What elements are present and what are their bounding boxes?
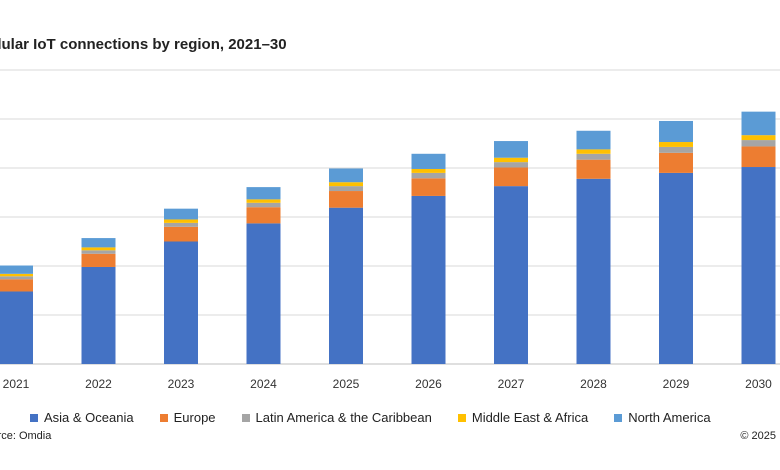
bar-segment: [741, 140, 776, 147]
legend-swatch: [241, 413, 250, 422]
bar-segment: [81, 266, 116, 364]
x-tick-label: 2030: [745, 377, 772, 391]
bar-segment: [164, 208, 198, 220]
bar-stack-2028: [576, 130, 611, 364]
bar-stack-2025: [329, 168, 363, 364]
bar-segment: [411, 172, 446, 179]
source-note: Source: Omdia: [0, 430, 52, 442]
legend-item-middle-east-africa: Middle East & Africa: [457, 410, 589, 425]
bar-segment: [576, 149, 611, 154]
bar-segment: [0, 279, 33, 292]
bar-segment: [411, 195, 446, 364]
legend-item-north-america: North America: [614, 410, 711, 425]
bar-segment: [576, 159, 611, 179]
bar-segment: [741, 135, 776, 141]
legend: Asia & Oceania Europe Latin America & th…: [0, 410, 780, 425]
x-tick-label: 2022: [85, 377, 112, 391]
bar-segment: [164, 219, 198, 223]
bar-segment: [329, 182, 363, 187]
bar-segment: [411, 178, 446, 196]
bar-segment: [411, 153, 446, 169]
bar-stack-2029: [659, 120, 693, 364]
bar-stack-2024: [246, 187, 281, 364]
bar-segment: [494, 141, 528, 158]
bar-stack-2026: [411, 153, 446, 364]
x-tick-label: 2029: [663, 377, 690, 391]
bar-segment: [0, 291, 33, 364]
bar-segment: [164, 226, 198, 242]
bar-segment: [659, 152, 693, 173]
bar-segment: [246, 202, 281, 208]
bar-segment: [329, 191, 363, 208]
bar-segment: [659, 120, 693, 143]
bar-segment: [81, 238, 116, 248]
bar-segment: [81, 247, 116, 251]
bar-segment: [164, 241, 198, 364]
x-tick-label: 2025: [333, 377, 360, 391]
bar-segment: [164, 222, 198, 227]
legend-item-latin-america: Latin America & the Caribbean: [241, 410, 432, 425]
copyright-note: © 2025: [740, 430, 776, 442]
bar-segment: [246, 187, 281, 200]
bar-segment: [494, 157, 528, 163]
bar-segment: [0, 276, 33, 280]
bar-stack-2021: [0, 265, 33, 364]
bar-segment: [494, 167, 528, 187]
bar-segment: [741, 146, 776, 168]
legend-label: Europe: [173, 410, 216, 425]
chart-title: Cellular IoT connections by region, 2021…: [0, 36, 287, 53]
bar-segment: [494, 186, 528, 364]
bar-segment: [576, 130, 611, 150]
bar-stack-2027: [494, 141, 528, 364]
bar-segment: [659, 142, 693, 147]
legend-swatch: [30, 413, 38, 422]
bar-stack-2022: [81, 238, 116, 364]
legend-label: Middle East & Africa: [471, 410, 589, 425]
bar-segment: [81, 253, 116, 267]
bar-segment: [741, 167, 776, 364]
legend-swatch: [614, 413, 623, 422]
bar-segment: [246, 207, 281, 224]
x-tick-label: 2021: [3, 377, 30, 391]
bar-segment: [659, 172, 693, 364]
legend-item-europe: Europe: [159, 410, 216, 425]
bar-segment: [0, 265, 33, 274]
bar-stacks: [0, 111, 776, 364]
bar-stack-2030: [741, 111, 776, 364]
bar-stack-2023: [164, 208, 198, 364]
bar-segment: [659, 146, 693, 153]
x-tick-label: 2023: [168, 377, 195, 391]
x-axis-ticks: 2021 2022 2023 2024 2025 2026 2027 2028 2029 2030: [3, 377, 773, 391]
bar-segment: [329, 186, 363, 192]
legend-item-asia-oceania: Asia & Oceania: [30, 410, 134, 425]
bar-segment: [741, 111, 776, 136]
bar-segment: [576, 178, 611, 364]
legend-label: North America: [628, 410, 711, 425]
bar-segment: [576, 153, 611, 160]
bar-segment: [494, 162, 528, 168]
legend-swatch: [457, 413, 466, 422]
bar-segment: [81, 250, 116, 254]
bar-segment: [329, 168, 363, 183]
bar-segment: [246, 223, 281, 364]
legend-swatch: [159, 413, 168, 422]
x-tick-label: 2027: [498, 377, 525, 391]
x-tick-label: 2026: [415, 377, 442, 391]
legend-label: Asia & Oceania: [44, 410, 134, 425]
bar-segment: [411, 168, 446, 173]
legend-label: Latin America & the Caribbean: [255, 410, 432, 425]
bar-segment: [246, 199, 281, 203]
x-tick-label: 2028: [580, 377, 607, 391]
x-tick-label: 2024: [250, 377, 277, 391]
bar-segment: [0, 273, 33, 277]
chart-plot: 2021 2022 2023 2024 2025 2026 2027 2028 2029 2030: [0, 69, 780, 391]
bar-segment: [329, 207, 363, 364]
